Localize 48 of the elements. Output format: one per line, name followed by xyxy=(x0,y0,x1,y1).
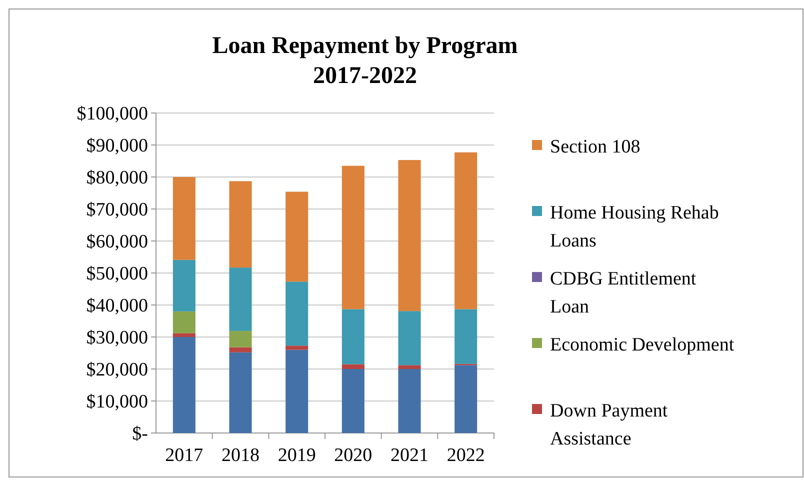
bar xyxy=(342,309,364,364)
bar xyxy=(172,337,196,433)
legend-label: Section 108 xyxy=(550,136,640,158)
bar xyxy=(286,350,308,433)
x-tick-label: 2017 xyxy=(165,445,204,466)
y-tick-label: $40,000 xyxy=(86,296,148,317)
y-tick-label: $90,000 xyxy=(86,136,148,157)
x-tick-label: 2022 xyxy=(446,445,485,466)
bar xyxy=(342,166,364,310)
y-tick-label: $50,000 xyxy=(86,264,148,285)
y-tick-label: $100,000 xyxy=(76,104,148,125)
bar xyxy=(398,160,421,312)
bar xyxy=(172,177,196,260)
legend-label: CDBG Entitlement Loan xyxy=(550,268,697,318)
x-tick-label: 2019 xyxy=(278,445,316,466)
bar xyxy=(454,152,478,310)
bar xyxy=(229,352,252,433)
bar xyxy=(229,330,252,348)
bar xyxy=(398,365,421,369)
x-tick-label: 2020 xyxy=(334,445,372,466)
bar xyxy=(172,333,196,337)
y-tick-label: $- xyxy=(132,424,148,445)
bar xyxy=(229,268,252,331)
y-tick-label: $70,000 xyxy=(86,200,148,221)
bar xyxy=(286,282,308,346)
bar xyxy=(172,260,196,312)
bar xyxy=(286,346,308,350)
y-tick-label: $10,000 xyxy=(86,392,148,413)
bar xyxy=(342,369,364,433)
bar xyxy=(454,365,478,433)
legend-label: Home Housing Rehab Loans xyxy=(550,202,719,252)
bar xyxy=(342,364,364,369)
bar xyxy=(286,192,308,282)
x-tick-label: 2018 xyxy=(222,445,260,466)
bar xyxy=(398,369,421,433)
chart-title: Loan Repayment by Program 2017-2022 xyxy=(212,33,518,89)
x-tick-label: 2021 xyxy=(390,445,428,466)
y-tick-label: $20,000 xyxy=(86,360,148,381)
legend-label: Economic Development xyxy=(550,334,735,356)
legend-label: Down Payment Assistance xyxy=(550,400,668,450)
bar xyxy=(229,347,252,352)
bar xyxy=(454,309,478,364)
y-tick-label: $60,000 xyxy=(86,232,148,253)
bar xyxy=(229,181,252,268)
y-tick-label: $80,000 xyxy=(86,168,148,189)
bar xyxy=(398,311,421,366)
bar xyxy=(172,311,196,334)
y-tick-label: $30,000 xyxy=(86,328,148,349)
